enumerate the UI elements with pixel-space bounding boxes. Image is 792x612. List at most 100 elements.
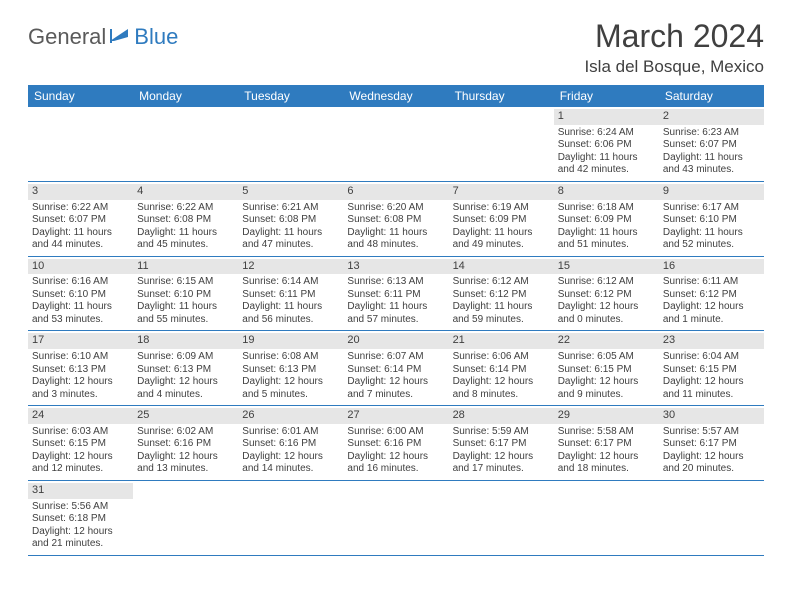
daylight-text: Daylight: 12 hours and 18 minutes. <box>558 451 655 476</box>
sunset-text: Sunset: 6:13 PM <box>32 364 129 377</box>
day-info: Sunrise: 6:23 AMSunset: 6:07 PMDaylight:… <box>663 127 760 177</box>
sunrise-text: Sunrise: 5:59 AM <box>453 426 550 439</box>
day-number: 10 <box>28 259 133 275</box>
day-number: 26 <box>238 408 343 424</box>
daylight-text: Daylight: 12 hours and 5 minutes. <box>242 376 339 401</box>
sunrise-text: Sunrise: 5:57 AM <box>663 426 760 439</box>
calendar-cell: 14Sunrise: 6:12 AMSunset: 6:12 PMDayligh… <box>449 257 554 331</box>
day-number: 15 <box>554 259 659 275</box>
calendar-cell <box>238 481 343 555</box>
day-info: Sunrise: 6:07 AMSunset: 6:14 PMDaylight:… <box>347 351 444 401</box>
day-number: 29 <box>554 408 659 424</box>
day-number: 13 <box>343 259 448 275</box>
day-number: 14 <box>449 259 554 275</box>
sunrise-text: Sunrise: 6:00 AM <box>347 426 444 439</box>
calendar-cell <box>238 107 343 181</box>
calendar-cell <box>554 481 659 555</box>
sunset-text: Sunset: 6:17 PM <box>558 438 655 451</box>
sunset-text: Sunset: 6:10 PM <box>137 289 234 302</box>
sunset-text: Sunset: 6:14 PM <box>453 364 550 377</box>
day-number: 17 <box>28 333 133 349</box>
brand-part1: General <box>28 24 106 50</box>
sunset-text: Sunset: 6:15 PM <box>32 438 129 451</box>
weekday-header: Friday <box>554 85 659 107</box>
sunset-text: Sunset: 6:12 PM <box>663 289 760 302</box>
day-number: 1 <box>554 109 659 125</box>
daylight-text: Daylight: 12 hours and 16 minutes. <box>347 451 444 476</box>
sunset-text: Sunset: 6:08 PM <box>347 214 444 227</box>
calendar-cell <box>343 107 448 181</box>
calendar-cell: 4Sunrise: 6:22 AMSunset: 6:08 PMDaylight… <box>133 182 238 256</box>
sunset-text: Sunset: 6:10 PM <box>663 214 760 227</box>
sunset-text: Sunset: 6:09 PM <box>558 214 655 227</box>
sunrise-text: Sunrise: 6:02 AM <box>137 426 234 439</box>
calendar-cell <box>133 481 238 555</box>
day-number: 16 <box>659 259 764 275</box>
daylight-text: Daylight: 12 hours and 21 minutes. <box>32 526 129 551</box>
calendar-cell <box>343 481 448 555</box>
sunset-text: Sunset: 6:14 PM <box>347 364 444 377</box>
daylight-text: Daylight: 12 hours and 20 minutes. <box>663 451 760 476</box>
sunset-text: Sunset: 6:11 PM <box>347 289 444 302</box>
calendar-week: 31Sunrise: 5:56 AMSunset: 6:18 PMDayligh… <box>28 481 764 556</box>
sunrise-text: Sunrise: 6:22 AM <box>32 202 129 215</box>
sunset-text: Sunset: 6:08 PM <box>242 214 339 227</box>
day-info: Sunrise: 6:16 AMSunset: 6:10 PMDaylight:… <box>32 276 129 326</box>
day-info: Sunrise: 6:05 AMSunset: 6:15 PMDaylight:… <box>558 351 655 401</box>
daylight-text: Daylight: 12 hours and 9 minutes. <box>558 376 655 401</box>
day-number: 3 <box>28 184 133 200</box>
sunrise-text: Sunrise: 6:05 AM <box>558 351 655 364</box>
day-info: Sunrise: 6:04 AMSunset: 6:15 PMDaylight:… <box>663 351 760 401</box>
location-subtitle: Isla del Bosque, Mexico <box>584 57 764 77</box>
daylight-text: Daylight: 11 hours and 44 minutes. <box>32 227 129 252</box>
day-info: Sunrise: 6:17 AMSunset: 6:10 PMDaylight:… <box>663 202 760 252</box>
day-info: Sunrise: 6:14 AMSunset: 6:11 PMDaylight:… <box>242 276 339 326</box>
weekday-header: Monday <box>133 85 238 107</box>
sunrise-text: Sunrise: 6:23 AM <box>663 127 760 140</box>
day-number: 28 <box>449 408 554 424</box>
sunset-text: Sunset: 6:16 PM <box>137 438 234 451</box>
daylight-text: Daylight: 11 hours and 52 minutes. <box>663 227 760 252</box>
day-number: 21 <box>449 333 554 349</box>
day-info: Sunrise: 6:10 AMSunset: 6:13 PMDaylight:… <box>32 351 129 401</box>
calendar-cell: 31Sunrise: 5:56 AMSunset: 6:18 PMDayligh… <box>28 481 133 555</box>
sunrise-text: Sunrise: 5:56 AM <box>32 501 129 514</box>
weekday-header: Wednesday <box>343 85 448 107</box>
sunset-text: Sunset: 6:12 PM <box>453 289 550 302</box>
calendar-cell: 24Sunrise: 6:03 AMSunset: 6:15 PMDayligh… <box>28 406 133 480</box>
sunrise-text: Sunrise: 6:07 AM <box>347 351 444 364</box>
sunrise-text: Sunrise: 6:12 AM <box>453 276 550 289</box>
calendar-cell: 8Sunrise: 6:18 AMSunset: 6:09 PMDaylight… <box>554 182 659 256</box>
calendar-cell: 27Sunrise: 6:00 AMSunset: 6:16 PMDayligh… <box>343 406 448 480</box>
calendar-cell: 18Sunrise: 6:09 AMSunset: 6:13 PMDayligh… <box>133 331 238 405</box>
brand-flag-icon <box>110 27 132 48</box>
daylight-text: Daylight: 12 hours and 1 minute. <box>663 301 760 326</box>
daylight-text: Daylight: 12 hours and 7 minutes. <box>347 376 444 401</box>
daylight-text: Daylight: 11 hours and 53 minutes. <box>32 301 129 326</box>
day-number: 31 <box>28 483 133 499</box>
weekday-header: Thursday <box>449 85 554 107</box>
calendar-week: 3Sunrise: 6:22 AMSunset: 6:07 PMDaylight… <box>28 182 764 257</box>
day-number: 19 <box>238 333 343 349</box>
calendar-cell <box>449 107 554 181</box>
calendar-cell <box>133 107 238 181</box>
sunrise-text: Sunrise: 6:18 AM <box>558 202 655 215</box>
daylight-text: Daylight: 11 hours and 59 minutes. <box>453 301 550 326</box>
sunset-text: Sunset: 6:06 PM <box>558 139 655 152</box>
sunset-text: Sunset: 6:13 PM <box>242 364 339 377</box>
brand-logo: General Blue <box>28 24 178 50</box>
day-number: 4 <box>133 184 238 200</box>
daylight-text: Daylight: 11 hours and 48 minutes. <box>347 227 444 252</box>
sunrise-text: Sunrise: 6:11 AM <box>663 276 760 289</box>
daylight-text: Daylight: 12 hours and 12 minutes. <box>32 451 129 476</box>
calendar-week: 10Sunrise: 6:16 AMSunset: 6:10 PMDayligh… <box>28 257 764 332</box>
calendar-cell: 16Sunrise: 6:11 AMSunset: 6:12 PMDayligh… <box>659 257 764 331</box>
daylight-text: Daylight: 12 hours and 3 minutes. <box>32 376 129 401</box>
calendar-cell: 6Sunrise: 6:20 AMSunset: 6:08 PMDaylight… <box>343 182 448 256</box>
daylight-text: Daylight: 11 hours and 55 minutes. <box>137 301 234 326</box>
day-number: 9 <box>659 184 764 200</box>
day-number: 12 <box>238 259 343 275</box>
sunrise-text: Sunrise: 6:03 AM <box>32 426 129 439</box>
day-number: 23 <box>659 333 764 349</box>
sunset-text: Sunset: 6:16 PM <box>242 438 339 451</box>
